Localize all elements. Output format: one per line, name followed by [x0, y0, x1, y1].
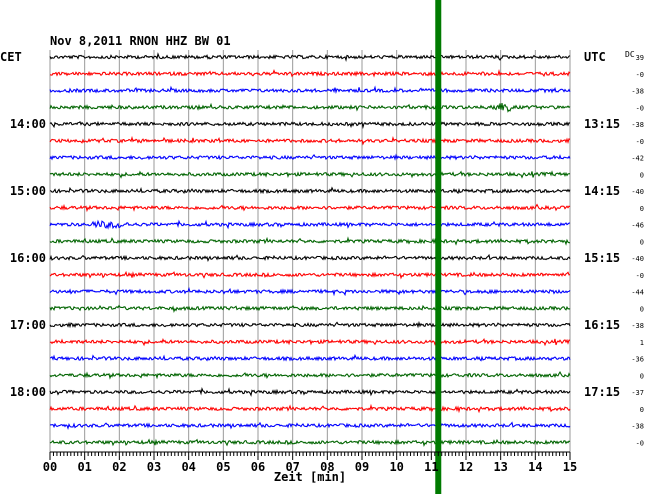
x-tick-label-2: 02 — [112, 460, 126, 474]
trace-13 — [49, 270, 571, 280]
dc-offset-4: -38 — [631, 121, 644, 129]
right-hour-label-4: 16:15 — [584, 318, 620, 332]
x-tick-label-8: 08 — [320, 460, 334, 474]
trace-4 — [49, 120, 571, 130]
left-hour-labels: 14:00 15:00 16:00 17:00 18:00 — [10, 117, 46, 399]
dc-offset-11: 0 — [640, 238, 644, 246]
right-hour-label-0: UTC — [584, 50, 606, 64]
dc-offset-9: 0 — [640, 205, 644, 213]
dc-offset-20: -37 — [631, 389, 644, 397]
dc-offset-12: -40 — [631, 255, 644, 263]
dc-offset-13: -0 — [636, 272, 644, 280]
dc-offset-14: -44 — [631, 289, 644, 297]
trace-11 — [49, 236, 571, 246]
dc-offset-15: 0 — [640, 305, 644, 313]
trace-8 — [49, 186, 571, 195]
trace-22 — [49, 421, 571, 430]
trace-15 — [49, 304, 571, 313]
left-hour-label-2: 16:00 — [10, 251, 46, 265]
dc-offset-8: -40 — [631, 188, 644, 196]
event-marker-bar — [435, 0, 442, 494]
x-tick-label-1: 01 — [77, 460, 91, 474]
x-tick-label-10: 10 — [389, 460, 403, 474]
x-axis-label: Zeit [min] — [274, 470, 346, 484]
dc-offset-21: 0 — [640, 406, 644, 414]
right-hour-label-1: 13:15 — [584, 117, 620, 131]
trace-6 — [49, 153, 571, 161]
trace-19 — [49, 370, 571, 380]
trace-10 — [49, 219, 571, 230]
x-tick-label-5: 05 — [216, 460, 230, 474]
x-tick-label-7: 07 — [285, 460, 299, 474]
right-hour-label-2: 14:15 — [584, 184, 620, 198]
dc-offset-23: -0 — [636, 439, 644, 447]
event-marker — [435, 0, 442, 494]
dc-offset-18: -36 — [631, 356, 644, 364]
dc-offset-3: -0 — [636, 104, 644, 112]
left-hour-label-1: 15:00 — [10, 184, 46, 198]
dc-offset-6: -42 — [631, 155, 644, 163]
x-tick-label-4: 04 — [181, 460, 195, 474]
trace-21 — [49, 403, 571, 414]
dc-label: DC — [625, 50, 635, 59]
dc-offset-5: -0 — [636, 138, 644, 146]
dc-offset-2: -38 — [631, 88, 644, 96]
trace-5 — [49, 135, 571, 146]
trace-7 — [49, 170, 571, 179]
dc-offset-16: -38 — [631, 322, 644, 330]
dc-offset-7: 0 — [640, 171, 644, 179]
x-tick-label-9: 09 — [355, 460, 369, 474]
left-hour-label-0: 14:00 — [10, 117, 46, 131]
x-tick-label-11: 11 — [424, 460, 438, 474]
trace-12 — [49, 253, 571, 263]
trace-3 — [49, 102, 571, 113]
x-tick-label-13: 13 — [493, 460, 507, 474]
right-hour-labels: UTC 13:15 14:15 15:15 16:15 17:15 — [584, 50, 620, 399]
chart-title: Nov 8,2011 RNON HHZ BW 01 — [50, 34, 231, 48]
left-hour-label-3: 17:00 — [10, 318, 46, 332]
x-tick-label-12: 12 — [459, 460, 473, 474]
right-hour-label-3: 15:15 — [584, 251, 620, 265]
trace-2 — [49, 85, 571, 94]
trace-1 — [49, 68, 571, 78]
trace-0 — [49, 52, 571, 63]
trace-17 — [49, 338, 571, 347]
x-axis: 00 01 02 03 04 05 06 07 08 09 10 11 12 13 14 15 — [43, 451, 577, 474]
trace-14 — [49, 286, 571, 297]
dc-offset-10: -46 — [631, 222, 644, 230]
dc-offset-22: -38 — [631, 423, 644, 431]
left-timezone-label: CET — [0, 50, 22, 64]
trace-9 — [49, 203, 571, 213]
seismic-traces — [49, 52, 571, 447]
dc-offset-values: 39 -0 -38 -0 -38 -0 -42 0 -40 0 -46 0 -40 -0 -44 0 -38 1 -… — [631, 54, 644, 447]
x-tick-label-6: 06 — [251, 460, 265, 474]
right-hour-label-5: 17:15 — [584, 385, 620, 399]
trace-20 — [49, 387, 571, 397]
time-gridlines — [49, 50, 571, 452]
trace-18 — [49, 353, 571, 362]
trace-23 — [49, 438, 571, 447]
x-tick-label-15: 15 — [563, 460, 577, 474]
dc-offset-0: 39 — [636, 54, 644, 62]
x-tick-label-0: 00 — [43, 460, 57, 474]
left-hour-label-4: 18:00 — [10, 385, 46, 399]
dc-offset-17: 1 — [640, 339, 644, 347]
trace-16 — [49, 320, 571, 329]
dc-offset-19: 0 — [640, 372, 644, 380]
x-tick-label-3: 03 — [147, 460, 161, 474]
x-tick-label-14: 14 — [528, 460, 542, 474]
dc-offset-1: -0 — [636, 71, 644, 79]
